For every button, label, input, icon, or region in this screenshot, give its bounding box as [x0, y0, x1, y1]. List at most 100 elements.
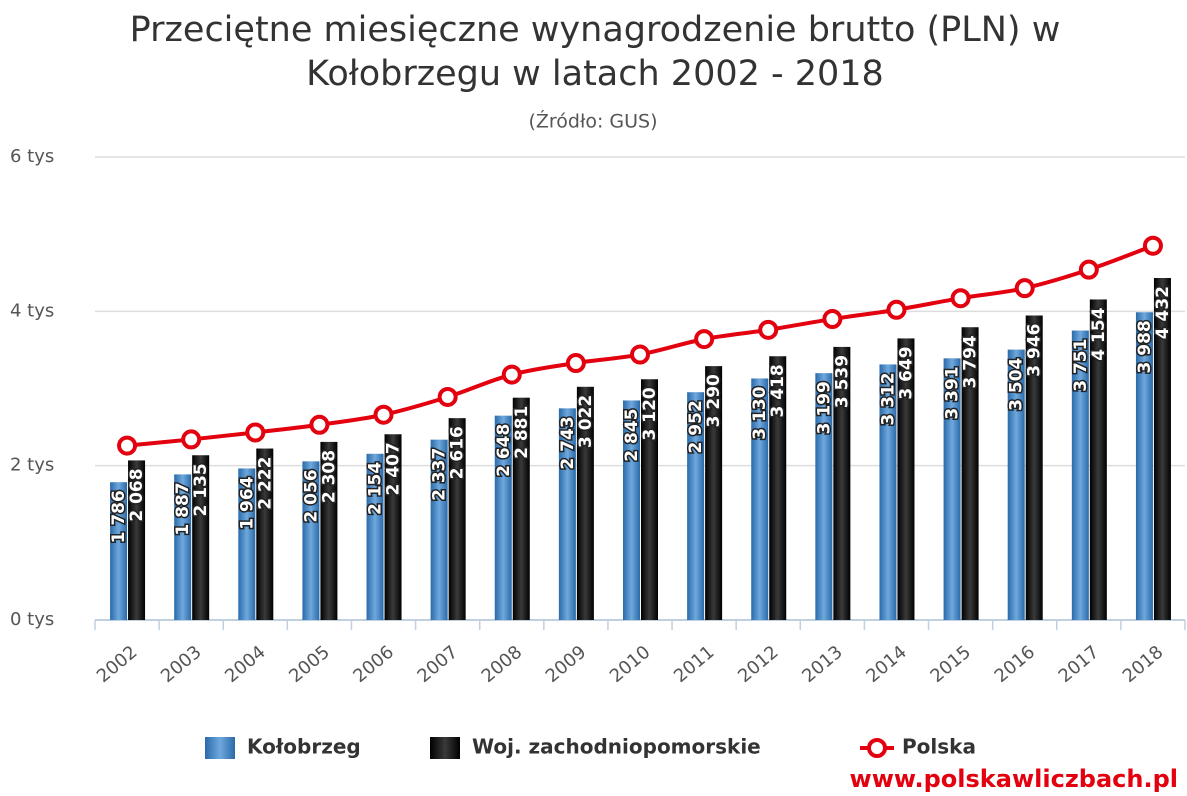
x-tick-label: 2009: [542, 642, 591, 688]
x-tick-label: 2013: [798, 642, 847, 688]
data-label: 3 504: [1007, 357, 1027, 410]
legend-label: Polska: [902, 735, 976, 759]
data-label: 2 068: [127, 468, 147, 521]
line-marker: [630, 344, 650, 365]
bar: [687, 392, 705, 620]
data-label: 3 418: [768, 364, 788, 417]
bar: [1007, 349, 1025, 620]
x-tick-label: 2012: [734, 642, 783, 688]
x-tick-label: 2010: [606, 642, 655, 688]
x-tick-label: 2008: [478, 642, 527, 688]
bar: [961, 327, 979, 620]
bar: [1071, 330, 1089, 620]
data-label: 3 988: [1135, 320, 1155, 373]
legend-swatch: [867, 738, 887, 758]
data-label: 3 751: [1071, 339, 1091, 392]
data-label: 3 312: [878, 372, 898, 425]
bar: [815, 373, 833, 620]
data-label: 4 154: [1089, 307, 1109, 360]
bar: [769, 356, 787, 620]
bar: [302, 461, 320, 620]
line-marker: [886, 299, 907, 320]
x-tick-label: 2003: [157, 642, 206, 688]
bar: [623, 400, 640, 620]
legend-label: Kołobrzeg: [247, 735, 361, 759]
line-marker: [758, 319, 779, 340]
bar: [320, 441, 338, 620]
line-marker: [245, 422, 266, 443]
x-tick-label: 2002: [93, 642, 142, 688]
bar: [128, 460, 146, 620]
x-tick-label: 2005: [285, 642, 334, 688]
data-label: 2 845: [622, 408, 642, 461]
x-tick-label: 2018: [1119, 642, 1168, 688]
data-label: 3 130: [750, 386, 770, 439]
bar: [751, 378, 769, 620]
x-tick-label: 2017: [1055, 642, 1104, 688]
x-tick-label: 2006: [349, 642, 398, 688]
bar: [1153, 277, 1171, 620]
line-marker: [694, 329, 715, 350]
x-tick-label: 2011: [670, 642, 719, 688]
data-label: 2 222: [255, 457, 275, 510]
data-label: 3 290: [704, 374, 724, 427]
legend-swatch: [430, 737, 460, 759]
line-marker: [822, 309, 843, 330]
bar: [512, 397, 530, 620]
data-label: 3 120: [640, 387, 660, 440]
bar: [833, 346, 851, 620]
data-label: 2 135: [191, 463, 211, 516]
bar: [192, 455, 210, 620]
data-label: 3 539: [832, 355, 852, 408]
bar: [943, 358, 961, 620]
legend-swatch: [205, 737, 235, 759]
bar: [641, 379, 658, 620]
bar: [576, 386, 594, 620]
bar: [256, 448, 274, 620]
data-label: 2 407: [384, 442, 404, 495]
data-label: 1 786: [109, 490, 129, 543]
line-marker: [1014, 278, 1035, 299]
bar: [174, 474, 192, 620]
data-label: 2 648: [494, 424, 514, 477]
line-marker: [437, 386, 458, 407]
data-label: 3 022: [576, 395, 596, 448]
data-label: 3 649: [896, 346, 916, 399]
line-marker: [309, 414, 330, 435]
data-label: 2 952: [686, 400, 706, 453]
data-label: 4 432: [1153, 286, 1173, 339]
data-label: 2 616: [448, 426, 468, 479]
bar: [1089, 299, 1107, 620]
bar: [705, 366, 723, 620]
data-label: 3 794: [961, 335, 981, 388]
line-marker: [373, 404, 394, 425]
data-label: 2 881: [512, 406, 532, 459]
y-tick-label: 0 tys: [10, 609, 54, 630]
data-label: 1 964: [237, 476, 257, 529]
legend-label: Woj. zachodniopomorskie: [472, 735, 761, 759]
line-marker: [501, 364, 522, 385]
data-label: 2 308: [319, 450, 339, 503]
watermark: www.polskawliczbach.pl: [850, 765, 1178, 793]
line-marker: [950, 288, 971, 309]
bar: [1135, 312, 1153, 620]
data-label: 2 154: [366, 462, 386, 515]
y-tick-label: 6 tys: [10, 146, 54, 167]
x-tick-label: 2007: [413, 642, 462, 688]
line-marker: [1142, 235, 1163, 256]
line-marker: [181, 429, 202, 450]
data-label: 2 337: [430, 448, 450, 501]
line-marker: [1078, 259, 1099, 280]
bar: [558, 408, 576, 620]
chart-title: Przeciętne miesięczne wynagrodzenie brut…: [129, 10, 1061, 94]
bar: [448, 418, 466, 620]
bar: [494, 415, 512, 620]
x-tick-label: 2015: [926, 642, 975, 688]
x-tick-label: 2016: [991, 642, 1040, 688]
data-label: 2 056: [301, 469, 321, 522]
bar: [384, 434, 402, 620]
line-marker: [565, 353, 586, 374]
bar: [110, 482, 128, 620]
